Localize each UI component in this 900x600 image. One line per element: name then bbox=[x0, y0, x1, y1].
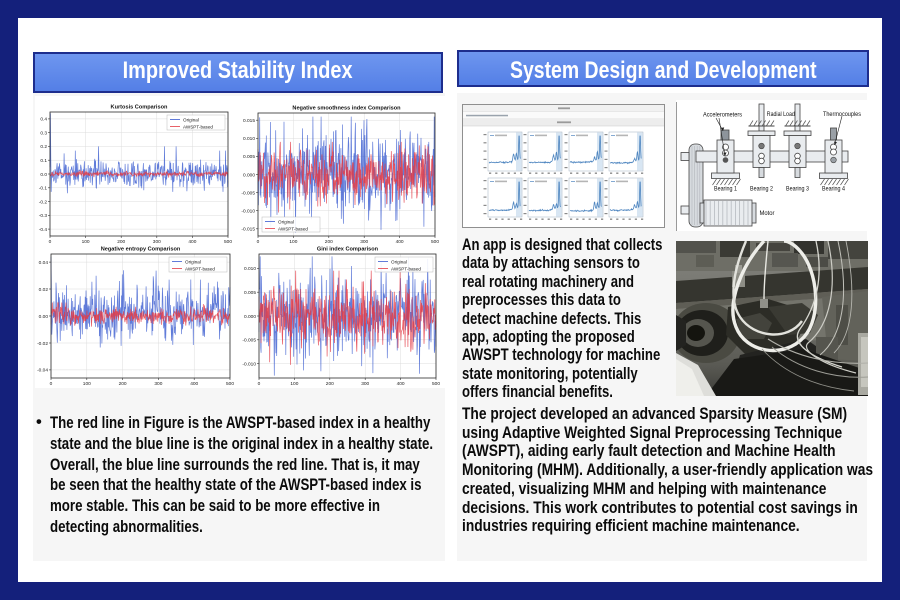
svg-text:500: 500 bbox=[224, 239, 232, 245]
svg-text:-0.2: -0.2 bbox=[39, 199, 48, 205]
svg-text:AWSPT-based: AWSPT-based bbox=[185, 266, 215, 271]
svg-text:Bearing 4: Bearing 4 bbox=[822, 186, 845, 193]
svg-text:Bearing 1: Bearing 1 bbox=[714, 186, 737, 193]
svg-text:Original: Original bbox=[391, 259, 407, 264]
svg-text:0.000: 0.000 bbox=[244, 314, 256, 320]
svg-text:Negative smoothness index Comp: Negative smoothness index Comparison bbox=[292, 106, 401, 112]
svg-text:100: 100 bbox=[82, 239, 90, 245]
svg-text:0.005: 0.005 bbox=[243, 154, 255, 160]
svg-text:Original: Original bbox=[183, 117, 199, 122]
svg-text:-0.04: -0.04 bbox=[37, 368, 48, 374]
svg-text:100: 100 bbox=[290, 381, 298, 387]
svg-text:500: 500 bbox=[432, 381, 440, 387]
svg-text:500: 500 bbox=[226, 381, 234, 387]
svg-text:0.015: 0.015 bbox=[243, 118, 255, 124]
svg-text:-0.005: -0.005 bbox=[241, 190, 255, 196]
svg-text:0.4: 0.4 bbox=[40, 117, 47, 123]
svg-text:300: 300 bbox=[361, 381, 369, 387]
svg-text:500: 500 bbox=[431, 239, 439, 245]
svg-text:0.010: 0.010 bbox=[243, 136, 255, 142]
svg-text:-0.010: -0.010 bbox=[242, 362, 256, 368]
svg-text:0: 0 bbox=[50, 381, 53, 387]
svg-text:400: 400 bbox=[397, 381, 405, 387]
svg-text:0.2: 0.2 bbox=[40, 144, 47, 150]
svg-text:200: 200 bbox=[325, 239, 333, 245]
svg-text:Motor: Motor bbox=[760, 210, 775, 217]
svg-text:-0.010: -0.010 bbox=[241, 209, 255, 215]
svg-text:0.010: 0.010 bbox=[244, 266, 256, 272]
svg-text:-0.1: -0.1 bbox=[39, 186, 48, 192]
svg-text:Gini index Comparison: Gini index Comparison bbox=[317, 247, 379, 253]
svg-text:400: 400 bbox=[396, 239, 404, 245]
svg-text:0.0: 0.0 bbox=[40, 172, 47, 178]
svg-text:Negative entropy Comparison: Negative entropy Comparison bbox=[101, 247, 181, 253]
svg-text:0: 0 bbox=[258, 381, 261, 387]
svg-text:Accelerometers: Accelerometers bbox=[703, 112, 742, 119]
svg-text:-0.4: -0.4 bbox=[39, 227, 48, 233]
svg-text:0.1: 0.1 bbox=[40, 158, 47, 164]
svg-text:0.000: 0.000 bbox=[243, 172, 255, 178]
svg-text:AWSPT-based: AWSPT-based bbox=[278, 226, 308, 231]
svg-text:AWSPT-based: AWSPT-based bbox=[391, 266, 421, 271]
svg-text:Bearing 3: Bearing 3 bbox=[786, 186, 809, 193]
svg-text:300: 300 bbox=[360, 239, 368, 245]
svg-text:400: 400 bbox=[190, 381, 198, 387]
svg-text:0: 0 bbox=[257, 239, 260, 245]
svg-text:Original: Original bbox=[278, 219, 294, 224]
svg-text:-0.005: -0.005 bbox=[242, 338, 256, 344]
svg-text:200: 200 bbox=[119, 381, 127, 387]
svg-text:200: 200 bbox=[117, 239, 125, 245]
svg-text:200: 200 bbox=[326, 381, 334, 387]
svg-text:-0.3: -0.3 bbox=[39, 213, 48, 219]
svg-text:400: 400 bbox=[188, 239, 196, 245]
svg-text:300: 300 bbox=[154, 381, 162, 387]
svg-text:0: 0 bbox=[49, 239, 52, 245]
svg-text:0.3: 0.3 bbox=[40, 131, 47, 137]
svg-text:100: 100 bbox=[289, 239, 297, 245]
svg-text:Thermocouples: Thermocouples bbox=[823, 111, 861, 118]
svg-text:-0.02: -0.02 bbox=[37, 341, 48, 347]
svg-text:100: 100 bbox=[83, 381, 91, 387]
svg-text:Original: Original bbox=[185, 259, 201, 264]
svg-text:0.02: 0.02 bbox=[39, 287, 49, 293]
svg-text:0.005: 0.005 bbox=[244, 290, 256, 296]
svg-text:Radial Load: Radial Load bbox=[767, 111, 795, 118]
svg-text:0.04: 0.04 bbox=[39, 260, 49, 266]
svg-text:Bearing 2: Bearing 2 bbox=[750, 186, 773, 193]
svg-text:300: 300 bbox=[153, 239, 161, 245]
svg-text:0.00: 0.00 bbox=[39, 314, 49, 320]
svg-text:-0.015: -0.015 bbox=[241, 227, 255, 233]
svg-text:AWSPT-based: AWSPT-based bbox=[183, 124, 213, 129]
svg-text:Kurtosis Comparison: Kurtosis Comparison bbox=[111, 105, 168, 111]
